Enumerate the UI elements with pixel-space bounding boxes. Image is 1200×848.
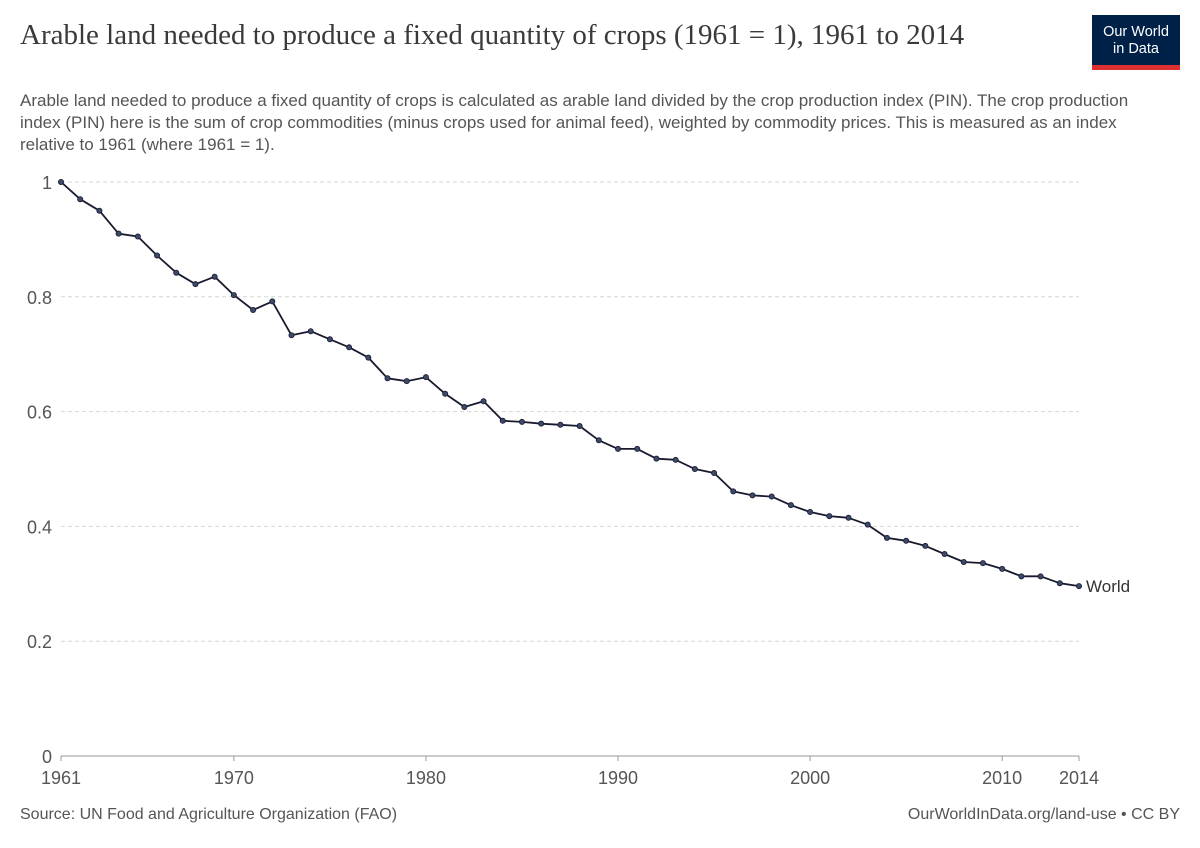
data-point <box>518 418 525 425</box>
x-tick-label: 2000 <box>790 768 830 788</box>
data-point <box>211 273 218 280</box>
data-point <box>1018 573 1025 580</box>
data-point <box>538 420 545 427</box>
x-tick-label: 1970 <box>214 768 254 788</box>
data-point <box>499 417 506 424</box>
data-point <box>691 465 698 472</box>
data-point <box>1037 573 1044 580</box>
data-point <box>173 269 180 276</box>
data-point <box>403 378 410 385</box>
data-point <box>672 456 679 463</box>
y-tick-label: 0.8 <box>27 288 52 308</box>
data-point <box>615 445 622 452</box>
data-point <box>864 521 871 528</box>
x-tick-label: 1980 <box>406 768 446 788</box>
y-tick-label: 0 <box>42 747 52 767</box>
data-point <box>115 230 122 237</box>
data-point <box>960 558 967 565</box>
y-tick-label: 0.6 <box>27 403 52 423</box>
license-link[interactable]: OurWorldInData.org/land-use • CC BY <box>907 806 1180 823</box>
data-point <box>979 560 986 567</box>
logo-line-2: in Data <box>1113 41 1159 57</box>
data-point <box>154 252 161 259</box>
data-point <box>711 470 718 477</box>
chart-title: Arable land needed to produce a fixed qu… <box>20 19 965 51</box>
data-point <box>595 437 602 444</box>
y-tick-label: 0.2 <box>27 632 52 652</box>
data-point <box>384 375 391 382</box>
data-point <box>826 513 833 520</box>
data-point <box>230 292 237 299</box>
chart-subtitle: Arable land needed to produce a fixed qu… <box>20 91 1129 154</box>
data-point <box>461 404 468 411</box>
logo-accent-bar <box>1092 65 1180 70</box>
data-point <box>365 354 372 361</box>
series-line-world <box>60 181 1080 587</box>
logo-line-1: Our World <box>1103 24 1169 40</box>
data-point <box>250 307 257 314</box>
data-point <box>269 298 276 305</box>
data-point <box>653 455 660 462</box>
data-point <box>845 514 852 521</box>
data-point <box>768 493 775 500</box>
data-point <box>787 502 794 509</box>
x-tick-label: 1961 <box>41 768 81 788</box>
data-point <box>326 336 333 343</box>
data-point <box>1056 580 1063 587</box>
data-point <box>749 492 756 499</box>
series-label-world: World <box>1086 577 1130 596</box>
data-point <box>941 550 948 557</box>
data-point <box>96 207 103 214</box>
data-point <box>634 445 641 452</box>
data-point <box>442 390 449 397</box>
x-tick-label: 2014 <box>1059 768 1099 788</box>
y-tick-label: 0.4 <box>27 517 52 537</box>
x-tick-label: 2010 <box>982 768 1022 788</box>
data-point <box>883 534 890 541</box>
data-point <box>77 196 84 203</box>
data-point <box>480 398 487 405</box>
data-point <box>422 374 429 381</box>
data-point <box>999 565 1006 572</box>
data-point <box>134 233 141 240</box>
data-point <box>807 509 814 516</box>
y-tick-label: 1 <box>42 173 52 193</box>
owid-logo[interactable]: Our World in Data <box>1092 15 1180 70</box>
data-point <box>922 542 929 549</box>
data-point <box>557 421 564 428</box>
data-point <box>346 344 353 351</box>
data-point <box>1076 583 1083 590</box>
data-point <box>288 332 295 339</box>
data-point <box>58 178 65 185</box>
source-note: Source: UN Food and Agriculture Organiza… <box>20 806 398 823</box>
x-tick-label: 1990 <box>598 768 638 788</box>
data-point <box>192 281 199 288</box>
data-point <box>903 537 910 544</box>
data-point <box>730 488 737 495</box>
data-point <box>576 422 583 429</box>
data-point <box>307 328 314 335</box>
